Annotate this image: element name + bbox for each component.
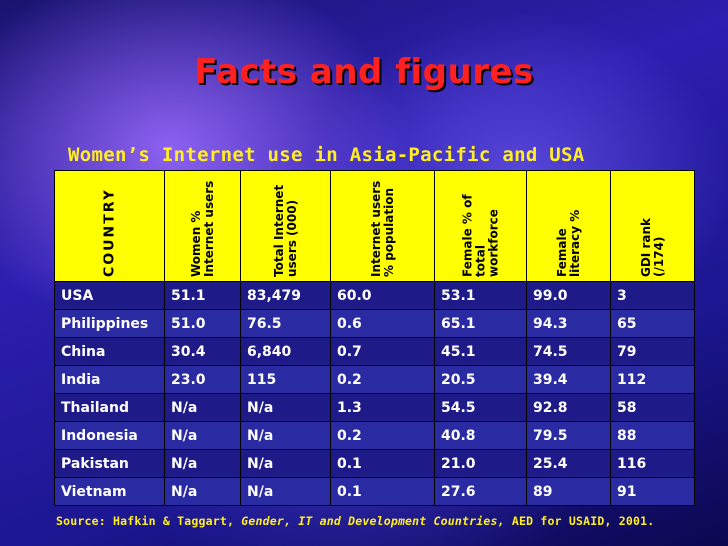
value-cell: 94.3 <box>526 309 611 338</box>
value-cell: 6,840 <box>240 337 331 366</box>
column-header: Total Internet users (000) <box>240 170 331 282</box>
column-header-label: Total Internet users (000) <box>272 184 299 277</box>
value-cell: 60.0 <box>330 281 435 310</box>
value-cell: 79 <box>610 337 695 366</box>
value-cell: 30.4 <box>164 337 241 366</box>
value-cell: 3 <box>610 281 695 310</box>
value-cell: 54.5 <box>434 393 527 422</box>
column-header: Female literacy % <box>526 170 611 282</box>
table-row: Vietnam N/a N/a 0.1 27.6 89 91 <box>54 477 695 506</box>
value-cell: 39.4 <box>526 365 611 394</box>
column-header-label: Female % of total workforce <box>461 194 500 277</box>
value-cell: 53.1 <box>434 281 527 310</box>
value-cell: 25.4 <box>526 449 611 478</box>
value-cell: 51.0 <box>164 309 241 338</box>
column-header: COUNTRY <box>54 170 165 282</box>
table-row: Thailand N/a N/a 1.3 54.5 92.8 58 <box>54 393 695 422</box>
header-row: COUNTRY Women % Internet users Total Int… <box>54 170 695 282</box>
column-header: Female % of total workforce <box>434 170 527 282</box>
value-cell: 0.1 <box>330 477 435 506</box>
table-row: Pakistan N/a N/a 0.1 21.0 25.4 116 <box>54 449 695 478</box>
value-cell: N/a <box>240 449 331 478</box>
value-cell: 0.6 <box>330 309 435 338</box>
column-header: GDI rank (/174) <box>610 170 695 282</box>
value-cell: 21.0 <box>434 449 527 478</box>
column-header: Internet users % population <box>330 170 435 282</box>
value-cell: 88 <box>610 421 695 450</box>
value-cell: N/a <box>164 393 241 422</box>
source-note: Source: Hafkin & Taggart, Gender, IT and… <box>56 514 716 528</box>
table-caption: Women’s Internet use in Asia-Pacific and… <box>68 144 585 166</box>
value-cell: 116 <box>610 449 695 478</box>
country-cell: Thailand <box>54 393 165 422</box>
country-cell: Philippines <box>54 309 165 338</box>
column-header-label: GDI rank (/174) <box>639 218 666 277</box>
table-row: India 23.0 115 0.2 20.5 39.4 112 <box>54 365 695 394</box>
value-cell: 23.0 <box>164 365 241 394</box>
column-header-label: Female literacy % <box>555 209 582 277</box>
value-cell: 27.6 <box>434 477 527 506</box>
table-body: USA 51.1 83,479 60.0 53.1 99.0 3 Philippines 51.… <box>54 281 695 506</box>
source-suffix: AED for USAID, 2001. <box>504 514 655 528</box>
value-cell: 112 <box>610 365 695 394</box>
value-cell: 0.2 <box>330 365 435 394</box>
value-cell: N/a <box>240 477 331 506</box>
value-cell: 20.5 <box>434 365 527 394</box>
value-cell: 45.1 <box>434 337 527 366</box>
source-prefix: Source: Hafkin & Taggart, <box>56 514 242 528</box>
value-cell: 1.3 <box>330 393 435 422</box>
country-cell: China <box>54 337 165 366</box>
value-cell: 65.1 <box>434 309 527 338</box>
value-cell: N/a <box>164 449 241 478</box>
table-row: China 30.4 6,840 0.7 45.1 74.5 79 <box>54 337 695 366</box>
value-cell: N/a <box>164 477 241 506</box>
value-cell: 115 <box>240 365 331 394</box>
value-cell: 76.5 <box>240 309 331 338</box>
country-cell: India <box>54 365 165 394</box>
value-cell: N/a <box>240 421 331 450</box>
value-cell: 40.8 <box>434 421 527 450</box>
country-cell: Indonesia <box>54 421 165 450</box>
column-header-label: COUNTRY <box>103 188 116 277</box>
value-cell: 65 <box>610 309 695 338</box>
value-cell: 79.5 <box>526 421 611 450</box>
table-row: Philippines 51.0 76.5 0.6 65.1 94.3 65 <box>54 309 695 338</box>
column-header-label: Internet users % population <box>369 180 396 277</box>
value-cell: N/a <box>164 421 241 450</box>
slide-title: Facts and figures <box>194 52 534 92</box>
value-cell: 89 <box>526 477 611 506</box>
value-cell: N/a <box>240 393 331 422</box>
value-cell: 74.5 <box>526 337 611 366</box>
table-row: USA 51.1 83,479 60.0 53.1 99.0 3 <box>54 281 695 310</box>
country-cell: USA <box>54 281 165 310</box>
value-cell: 58 <box>610 393 695 422</box>
value-cell: 91 <box>610 477 695 506</box>
column-header-label: Women % Internet users <box>189 180 216 277</box>
value-cell: 99.0 <box>526 281 611 310</box>
value-cell: 0.2 <box>330 421 435 450</box>
value-cell: 83,479 <box>240 281 331 310</box>
source-title: Gender, IT and Development Countries, <box>241 514 505 528</box>
column-header: Women % Internet users <box>164 170 241 282</box>
table-row: Indonesia N/a N/a 0.2 40.8 79.5 88 <box>54 421 695 450</box>
value-cell: 0.7 <box>330 337 435 366</box>
value-cell: 92.8 <box>526 393 611 422</box>
country-cell: Vietnam <box>54 477 165 506</box>
data-table: COUNTRY Women % Internet users Total Int… <box>54 170 695 506</box>
country-cell: Pakistan <box>54 449 165 478</box>
value-cell: 51.1 <box>164 281 241 310</box>
value-cell: 0.1 <box>330 449 435 478</box>
